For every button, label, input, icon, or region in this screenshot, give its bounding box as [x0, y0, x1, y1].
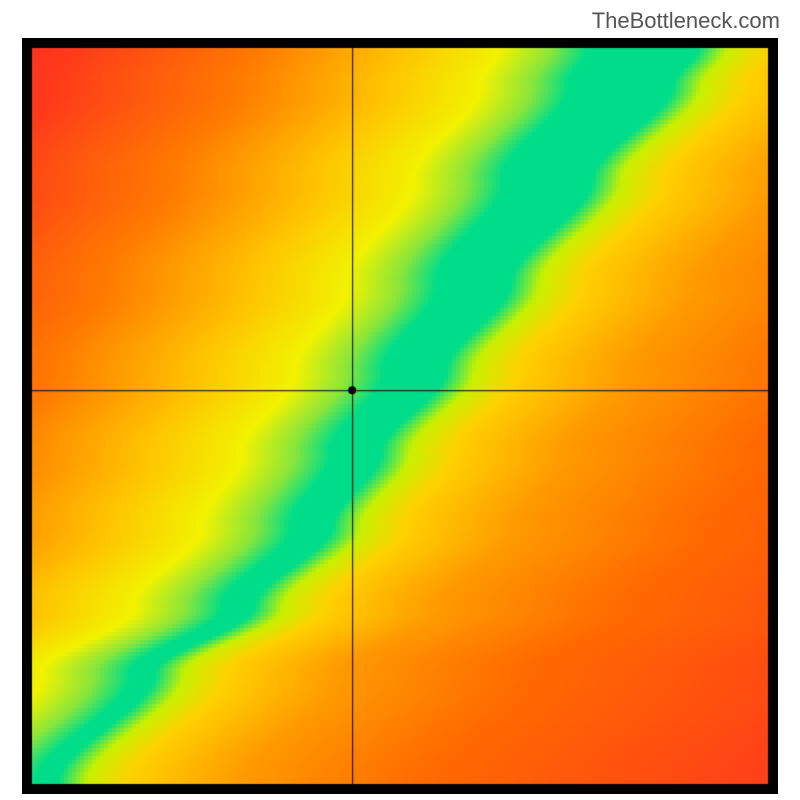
heatmap-area — [22, 38, 778, 794]
chart-container: TheBottleneck.com — [0, 0, 800, 800]
watermark-text: TheBottleneck.com — [592, 8, 780, 34]
heatmap-canvas — [22, 38, 778, 794]
